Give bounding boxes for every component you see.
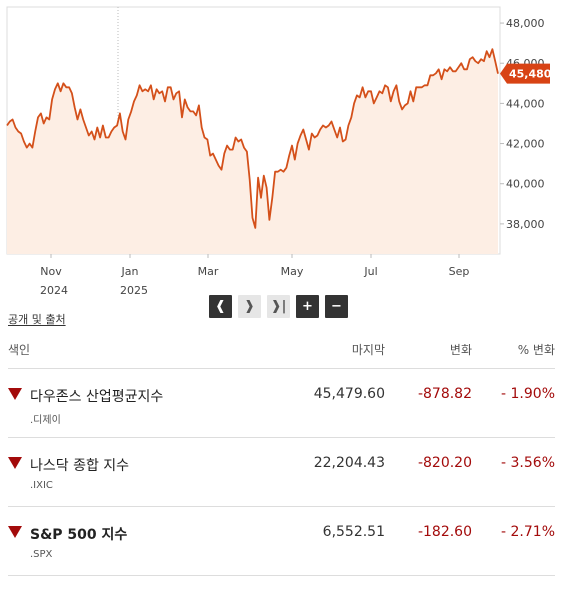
index-price: 22,204.43 [313, 455, 385, 471]
y-tick-label: 40,000 [506, 178, 545, 191]
last-value-label: 45,480 [509, 68, 552, 81]
index-symbol: .디제이 [30, 415, 61, 426]
x-tick-label: Nov [40, 265, 62, 278]
index-symbol: .IXIC [30, 480, 53, 491]
y-tick-label: 38,000 [506, 218, 545, 231]
table-row-sp500[interactable]: S&P 500 지수 .SPX 6,552.51 -182.60 - 2.71% [8, 507, 555, 576]
index-name: 다우존스 산업평균지수 [30, 389, 164, 405]
x-tick-label: Mar [198, 265, 219, 278]
x-tick-label: Sep [449, 265, 470, 278]
disclosure-source-link[interactable]: 공개 및 출처 [8, 313, 66, 326]
x-year-label: 2025 [120, 284, 148, 297]
go-to-end-button[interactable]: ❱| [267, 295, 290, 318]
prev-button[interactable]: ❰ [209, 295, 232, 318]
chart-controls: ❰ ❱ ❱| + − [209, 295, 348, 318]
x-year-label: 2024 [40, 284, 68, 297]
index-symbol: .SPX [30, 549, 53, 560]
index-pct-change: - 2.71% [501, 524, 555, 540]
down-arrow-icon [8, 457, 22, 469]
x-tick-label: May [281, 265, 304, 278]
series-line [6, 48, 499, 229]
y-tick-label: 42,000 [506, 138, 545, 151]
header-index: 색인 [8, 343, 31, 357]
header-pct-change: % 변화 [517, 343, 555, 357]
index-name: 나스닥 종합 지수 [30, 458, 130, 474]
index-change: -820.20 [417, 455, 472, 471]
index-price: 45,479.60 [313, 386, 385, 402]
down-arrow-icon [8, 388, 22, 400]
x-tick-label: Jan [121, 265, 139, 278]
index-name: S&P 500 지수 [30, 527, 128, 543]
table-row-nasdaq[interactable]: 나스닥 종합 지수 .IXIC 22,204.43 -820.20 - 3.56… [8, 438, 555, 507]
index-price: 6,552.51 [322, 524, 385, 540]
x-tick-label: Jul [363, 265, 377, 278]
series-area [7, 49, 498, 255]
index-change: -182.60 [417, 524, 472, 540]
chart-svg: 48,00046,00044,00042,00040,00038,000NovJ… [6, 6, 552, 297]
table-header: 색인 마지막 변화 % 변화 [8, 340, 555, 369]
index-change: -878.82 [417, 386, 472, 402]
header-change: 변화 [449, 343, 472, 357]
header-price: 마지막 [351, 343, 385, 357]
y-tick-label: 44,000 [506, 97, 545, 110]
y-tick-label: 48,000 [506, 17, 545, 30]
index-pct-change: - 1.90% [501, 386, 555, 402]
down-arrow-icon [8, 526, 22, 538]
index-chart: 48,00046,00044,00042,00040,00038,000NovJ… [6, 6, 552, 297]
index-pct-change: - 3.56% [501, 455, 555, 471]
zoom-in-button[interactable]: + [296, 295, 319, 318]
next-button[interactable]: ❱ [238, 295, 261, 318]
last-value-tag [500, 63, 550, 84]
zoom-out-button[interactable]: − [325, 295, 348, 318]
table-row-dow[interactable]: 다우존스 산업평균지수 .디제이 45,479.60 -878.82 - 1.9… [8, 369, 555, 438]
